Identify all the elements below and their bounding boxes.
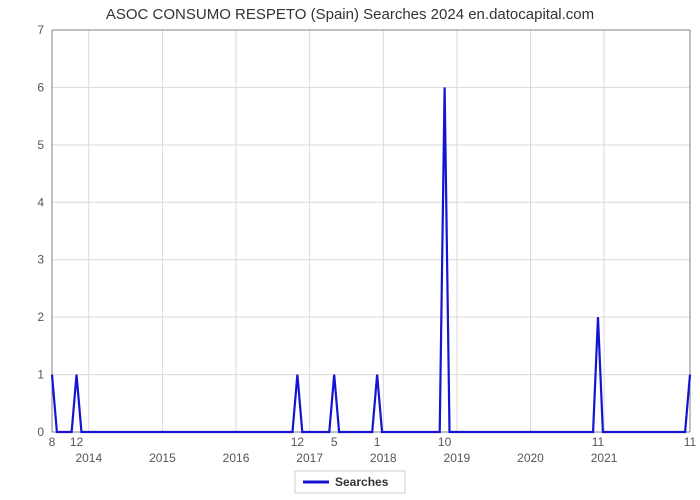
y-axis-tick-label: 3: [37, 253, 44, 267]
x-axis-year-label: 2019: [444, 451, 471, 465]
x-axis-value-label: 11: [684, 435, 697, 449]
x-axis-year-label: 2016: [223, 451, 250, 465]
x-axis-year-label: 2015: [149, 451, 176, 465]
x-axis-year-label: 2018: [370, 451, 397, 465]
x-axis-value-label: 1: [374, 435, 381, 449]
x-axis-year-label: 2021: [591, 451, 618, 465]
x-axis-year-label: 2017: [296, 451, 323, 465]
x-axis-year-label: 2020: [517, 451, 544, 465]
chart-title: ASOC CONSUMO RESPETO (Spain) Searches 20…: [0, 6, 700, 23]
y-axis-tick-label: 6: [37, 80, 44, 94]
y-axis-tick-label: 5: [37, 138, 44, 152]
y-axis-tick-label: 7: [37, 23, 44, 37]
y-axis-tick-label: 1: [37, 368, 44, 382]
x-axis-value-label: 8: [49, 435, 56, 449]
y-axis-tick-label: 4: [37, 195, 44, 209]
chart-plot: 0123456781212511011112014201520162017201…: [0, 0, 700, 500]
y-axis-tick-label: 2: [37, 310, 44, 324]
x-axis-value-label: 11: [592, 435, 605, 449]
x-axis-value-label: 12: [70, 435, 84, 449]
x-axis-value-label: 5: [331, 435, 338, 449]
legend-label: Searches: [335, 475, 389, 489]
x-axis-year-label: 2014: [75, 451, 102, 465]
x-axis-value-label: 12: [291, 435, 305, 449]
y-axis-tick-label: 0: [37, 425, 44, 439]
x-axis-value-label: 10: [438, 435, 452, 449]
